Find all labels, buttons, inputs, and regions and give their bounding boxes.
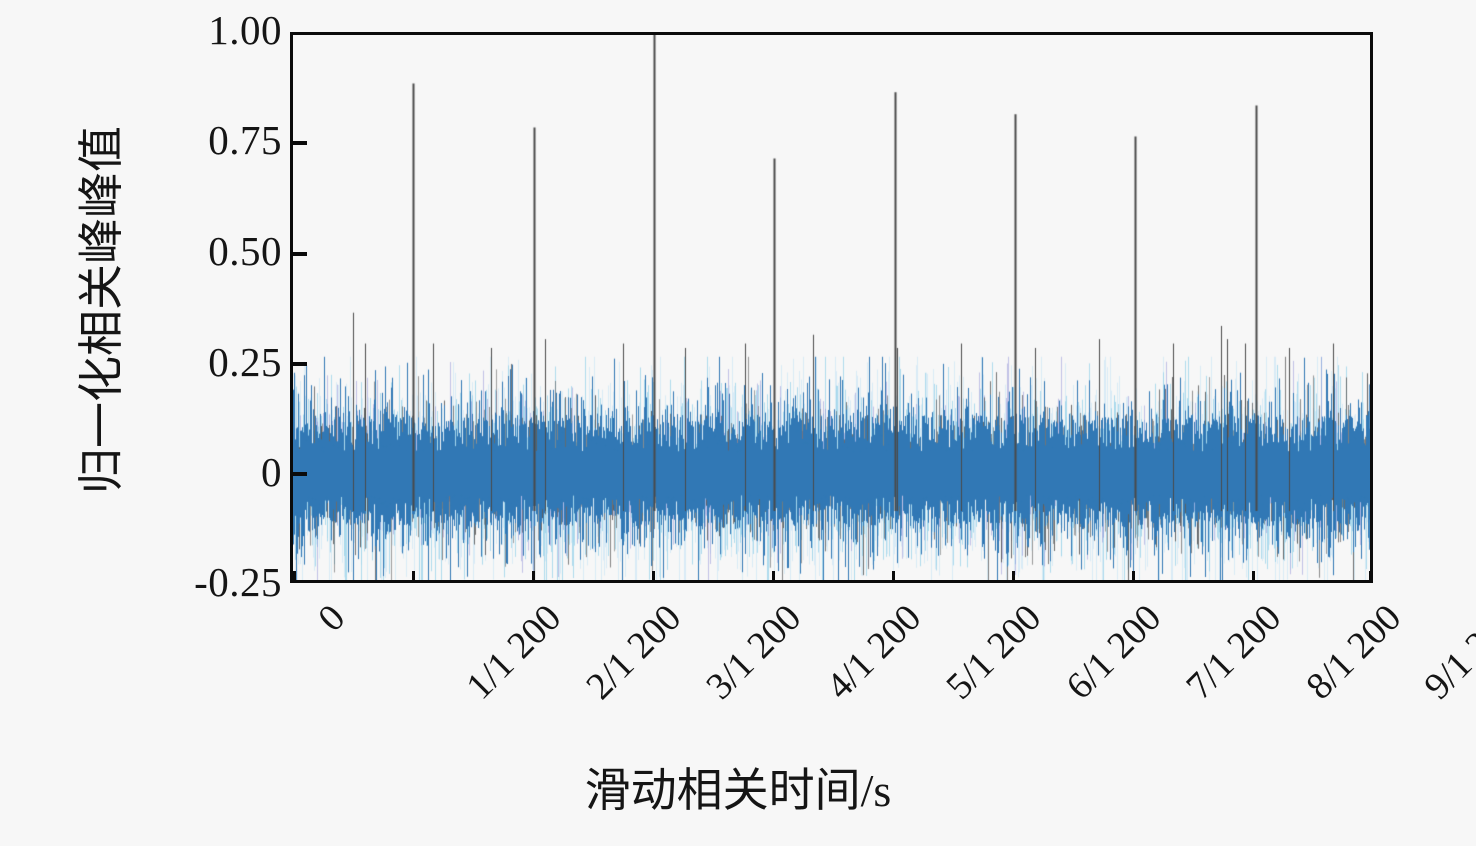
y-tick-label-5: 0	[261, 449, 282, 495]
x-tick-label-2: 2/1 200	[578, 596, 690, 708]
x-tick-label-0: 0	[310, 596, 354, 640]
x-tick-mark-0	[293, 571, 296, 583]
series-canvas	[293, 35, 1370, 580]
y-tick-mark-000	[290, 472, 307, 476]
y-tick-label-1: 1.00	[208, 7, 282, 53]
x-tick-label-9: 9/1 200	[1416, 596, 1476, 708]
x-tick-mark-3	[652, 571, 655, 583]
x-tick-mark-5	[892, 571, 895, 583]
y-axis-title: 归一化相关峰峰值	[76, 126, 127, 494]
y-axis-title-wrapper: 归一化相关峰峰值	[62, 0, 142, 620]
x-tick-label-1: 1/1 200	[458, 596, 570, 708]
x-tick-mark-7	[1132, 571, 1135, 583]
y-tick-label-3: 0.50	[208, 228, 282, 274]
plot-area	[290, 32, 1373, 583]
x-tick-mark-2	[532, 571, 535, 583]
y-tick-label-4: 0.25	[208, 339, 282, 385]
x-tick-label-5: 5/1 200	[938, 596, 1050, 708]
x-tick-mark-6	[1012, 571, 1015, 583]
x-tick-label-6: 6/1 200	[1058, 596, 1170, 708]
y-tick-mark-075	[290, 141, 307, 145]
x-tick-label-4: 4/1 200	[818, 596, 930, 708]
y-tick-label-6: -0.25	[194, 559, 282, 605]
x-tick-mark-8	[1252, 571, 1255, 583]
x-tick-label-7: 7/1 200	[1178, 596, 1290, 708]
x-tick-label-3: 3/1 200	[698, 596, 810, 708]
x-tick-label-8: 8/1 200	[1298, 596, 1410, 708]
x-tick-mark-1	[412, 571, 415, 583]
x-axis-title: 滑动相关时间/s	[584, 765, 892, 816]
y-tick-mark-025	[290, 362, 307, 366]
x-tick-mark-9	[1369, 571, 1372, 583]
y-tick-label-2: 0.75	[208, 117, 282, 163]
y-tick-mark-050	[290, 252, 307, 256]
x-tick-mark-4	[772, 571, 775, 583]
